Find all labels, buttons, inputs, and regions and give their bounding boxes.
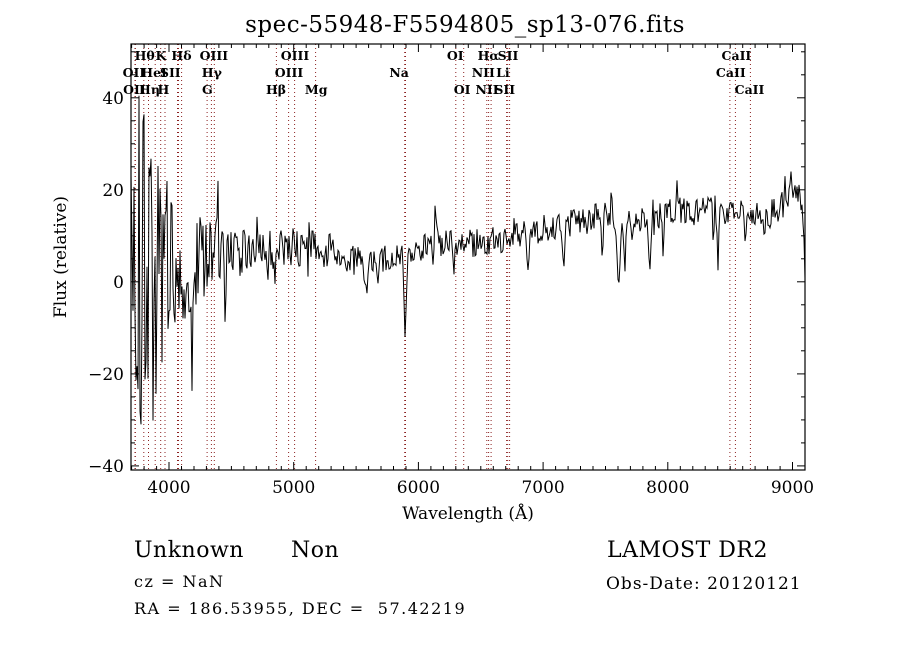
y-tick-label: −20 xyxy=(88,365,124,385)
spectral-line-label: HeI xyxy=(141,65,167,80)
y-tick-label: −40 xyxy=(88,457,124,477)
spectral-line-label: G xyxy=(202,82,213,97)
spectral-line-label: CaII xyxy=(735,82,765,97)
spectral-line-label: Hα xyxy=(478,48,500,63)
spectral-line-label: CaII xyxy=(722,48,752,63)
spectral-line-label: OIII xyxy=(200,48,229,63)
spectral-line-label: Mg xyxy=(305,82,328,97)
x-tick-label: 5000 xyxy=(272,478,315,498)
x-tick-label: 6000 xyxy=(397,478,440,498)
spectral-line-label: H xyxy=(157,82,169,97)
spectral-line-label: Na xyxy=(389,65,409,80)
spectral-line-label: OII xyxy=(123,82,146,97)
spectral-line-label: Hβ xyxy=(266,82,286,97)
spectral-line-label: Hη xyxy=(139,82,160,97)
y-tick-label: 40 xyxy=(102,89,124,109)
class-label: Unknown xyxy=(134,538,244,563)
spectrum-path xyxy=(131,95,805,425)
x-tick-label: 8000 xyxy=(646,478,689,498)
spectral-line-markers xyxy=(134,44,751,470)
x-axis-label: Wavelength (Å) xyxy=(402,503,534,524)
x-tick-label: 4000 xyxy=(147,478,190,498)
spectral-line-label: Hθ xyxy=(135,48,155,63)
subclass-label: Non xyxy=(291,538,340,563)
obs-date: Obs-Date: 20120121 xyxy=(606,574,802,594)
spectral-line-label: Li xyxy=(496,65,510,80)
spectral-line-label: Hγ xyxy=(202,65,223,80)
x-tick-label: 9000 xyxy=(771,478,814,498)
spectral-line-label: SII xyxy=(498,48,519,63)
spectral-line-label: SII xyxy=(494,82,515,97)
spectral-line-label: OI xyxy=(454,82,471,97)
spectral-line-label: NII xyxy=(472,65,495,80)
spectral-line-label: Hδ xyxy=(171,48,191,63)
spectral-line-label: OIII xyxy=(275,65,304,80)
spectral-line-label: NII xyxy=(475,82,498,97)
survey-label: LAMOST DR2 xyxy=(607,538,768,563)
spectral-line-label: OII xyxy=(123,65,146,80)
tick-labels: 4000 5000 6000 7000 8000 9000 −40 −20 0 20 40 xyxy=(88,89,814,498)
ra-dec-value: RA = 186.53955, DEC = 57.42219 xyxy=(134,599,467,618)
x-tick-label: 7000 xyxy=(521,478,564,498)
spectral-line-label: CaII xyxy=(716,65,746,80)
spectral-line-label: K xyxy=(155,48,167,63)
spectral-line-label: OI xyxy=(447,48,464,63)
y-tick-label: 0 xyxy=(113,273,124,293)
y-axis-label: Flux (relative) xyxy=(51,196,71,318)
cz-value: cz = NaN xyxy=(134,572,225,591)
y-tick-label: 20 xyxy=(102,181,124,201)
axes xyxy=(130,43,806,471)
spectral-line-label: OIII xyxy=(281,48,310,63)
spectral-line-label: SII xyxy=(160,65,181,80)
plot-title: spec-55948-F5594805_sp13-076.fits xyxy=(245,12,685,38)
spectrum-trace xyxy=(131,95,805,425)
